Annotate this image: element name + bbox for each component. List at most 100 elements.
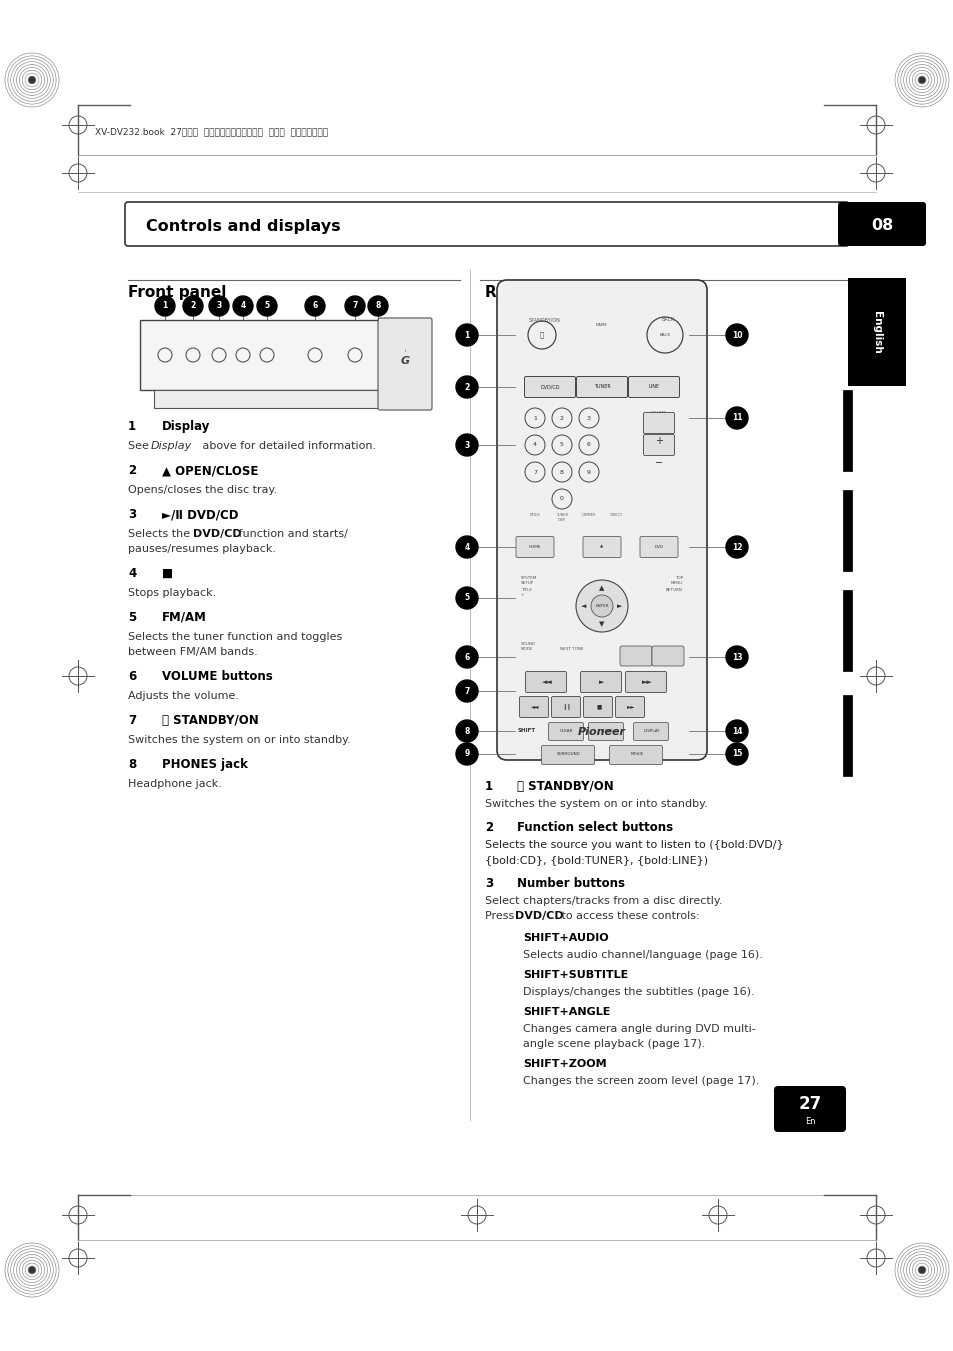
Circle shape: [456, 680, 477, 703]
Text: 13: 13: [731, 653, 741, 662]
FancyBboxPatch shape: [579, 671, 620, 693]
Text: 1: 1: [162, 301, 168, 311]
Text: CLEAR: CLEAR: [559, 730, 573, 734]
Text: Selects audio channel/language (page 16).: Selects audio channel/language (page 16)…: [522, 950, 762, 961]
Text: 1: 1: [484, 780, 493, 793]
FancyBboxPatch shape: [625, 671, 666, 693]
Text: above for detailed information.: above for detailed information.: [199, 440, 375, 451]
Text: Selects the tuner function and toggles: Selects the tuner function and toggles: [128, 632, 342, 642]
Text: HOME: HOME: [528, 544, 540, 549]
Text: BACK: BACK: [661, 317, 675, 322]
Text: 1: 1: [128, 420, 136, 434]
Circle shape: [576, 580, 627, 632]
Text: ❙❙: ❙❙: [561, 704, 571, 711]
Text: 8: 8: [464, 727, 469, 735]
FancyBboxPatch shape: [153, 390, 416, 408]
Text: DVD/CD: DVD/CD: [515, 911, 563, 921]
Text: ⏻ STANDBY/ON: ⏻ STANDBY/ON: [517, 780, 613, 793]
Text: TUNER
DISP: TUNER DISP: [556, 513, 567, 521]
Circle shape: [29, 77, 35, 82]
Text: 3: 3: [216, 301, 221, 311]
Circle shape: [209, 296, 229, 316]
Text: SHIFT+SUBTITLE: SHIFT+SUBTITLE: [522, 970, 628, 979]
Text: MOVIE: MOVIE: [630, 753, 643, 757]
Text: −: −: [655, 458, 662, 467]
FancyBboxPatch shape: [643, 435, 674, 455]
Text: 5: 5: [559, 443, 563, 447]
Text: ►►: ►►: [626, 704, 635, 709]
Circle shape: [456, 536, 477, 558]
Circle shape: [456, 324, 477, 346]
Text: XV-DV232.book  27ページ  ２００４年１２月２８日  火曜日  午後７晎４０分: XV-DV232.book 27ページ ２００４年１２月２８日 火曜日 午後７晎…: [95, 127, 328, 136]
Text: 7: 7: [352, 301, 357, 311]
Text: SHIFT+AUDIO: SHIFT+AUDIO: [522, 934, 608, 943]
Text: TUNER: TUNER: [593, 385, 610, 389]
Text: STANDBY/ON: STANDBY/ON: [529, 317, 560, 322]
Text: LINE: LINE: [648, 385, 659, 389]
Text: En: En: [803, 1117, 815, 1127]
Text: ◄◄: ◄◄: [530, 704, 538, 709]
Text: SHIFT+ANGLE: SHIFT+ANGLE: [522, 1006, 610, 1017]
Text: ENTER: ENTER: [595, 604, 608, 608]
Text: DIMMER: DIMMER: [581, 513, 596, 517]
Text: Changes camera angle during DVD multi-: Changes camera angle during DVD multi-: [522, 1024, 755, 1034]
Text: SURROUND: SURROUND: [557, 753, 580, 757]
Text: 2: 2: [484, 821, 493, 834]
Text: 3: 3: [128, 508, 136, 521]
Text: +: +: [655, 436, 662, 446]
Text: PHONES jack: PHONES jack: [162, 758, 248, 771]
Text: 11: 11: [731, 413, 741, 423]
Text: 5: 5: [128, 611, 136, 624]
Text: Press: Press: [484, 911, 517, 921]
FancyBboxPatch shape: [140, 320, 430, 390]
FancyBboxPatch shape: [516, 536, 554, 558]
Text: 8: 8: [559, 470, 563, 474]
Text: 5: 5: [464, 593, 469, 603]
Text: Switches the system on or into standby.: Switches the system on or into standby.: [128, 735, 351, 744]
Circle shape: [305, 296, 325, 316]
FancyBboxPatch shape: [773, 1086, 845, 1132]
Text: ►/Ⅱ DVD/CD: ►/Ⅱ DVD/CD: [162, 508, 238, 521]
Text: ▼: ▼: [598, 621, 604, 627]
Text: ▲: ▲: [599, 544, 603, 549]
FancyBboxPatch shape: [125, 203, 848, 246]
Text: 2: 2: [191, 301, 195, 311]
Text: Switches the system on or into standby.: Switches the system on or into standby.: [484, 798, 707, 809]
Text: 3: 3: [464, 440, 469, 450]
Text: 5: 5: [264, 301, 270, 311]
Text: See: See: [128, 440, 152, 451]
Text: SOUND
MODE: SOUND MODE: [520, 642, 536, 651]
Text: 7: 7: [533, 470, 537, 474]
Text: Stops playback.: Stops playback.: [128, 588, 216, 598]
Circle shape: [590, 594, 613, 617]
Text: Front panel: Front panel: [128, 285, 226, 300]
Text: NAME: NAME: [596, 323, 607, 327]
Circle shape: [456, 376, 477, 399]
Text: SLEEP: SLEEP: [600, 730, 613, 734]
Text: Selects the: Selects the: [128, 530, 193, 539]
Circle shape: [456, 646, 477, 667]
Circle shape: [725, 720, 747, 742]
FancyBboxPatch shape: [628, 377, 679, 397]
Text: 0: 0: [559, 497, 563, 501]
Text: 08: 08: [870, 219, 892, 234]
FancyBboxPatch shape: [588, 723, 623, 740]
FancyBboxPatch shape: [633, 723, 668, 740]
Text: ▲ OPEN/CLOSE: ▲ OPEN/CLOSE: [162, 463, 258, 477]
Text: {bold:CD}, {bold:TUNER}, {bold:LINE}): {bold:CD}, {bold:TUNER}, {bold:LINE}): [484, 855, 707, 865]
Text: ◄: ◄: [580, 603, 586, 609]
Text: 1: 1: [533, 416, 537, 420]
Text: 15: 15: [731, 750, 741, 758]
Text: 8: 8: [375, 301, 380, 311]
Text: angle scene playback (page 17).: angle scene playback (page 17).: [522, 1039, 704, 1048]
Text: VOLUME buttons: VOLUME buttons: [162, 670, 273, 684]
Text: function and starts/: function and starts/: [234, 530, 348, 539]
Text: ⏻ STANDBY/ON: ⏻ STANDBY/ON: [162, 713, 258, 727]
Text: 4: 4: [240, 301, 245, 311]
Text: 7: 7: [464, 686, 469, 696]
FancyBboxPatch shape: [609, 746, 661, 765]
FancyBboxPatch shape: [639, 536, 678, 558]
Text: Display: Display: [162, 420, 211, 434]
Circle shape: [725, 536, 747, 558]
Text: ᴵ: ᴵ: [404, 350, 405, 357]
